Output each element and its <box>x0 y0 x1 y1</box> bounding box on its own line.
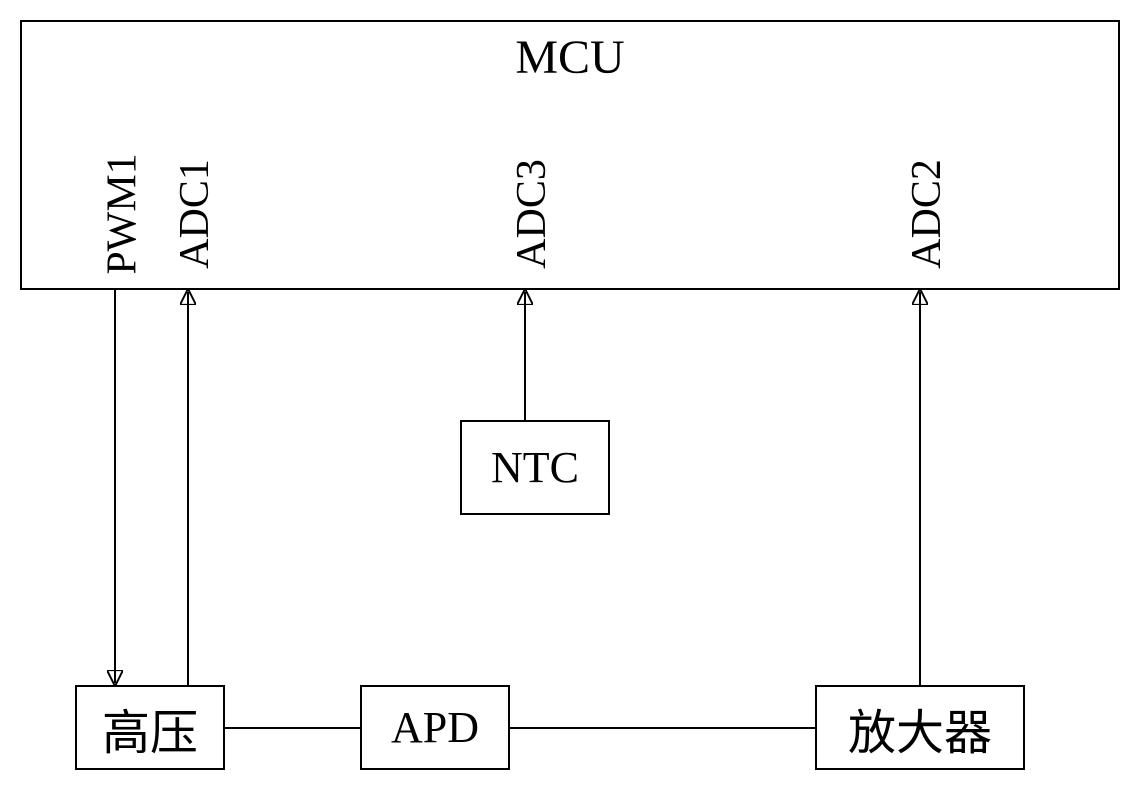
apd-label: APD <box>391 702 479 753</box>
adc2-port-label: ADC2 <box>903 159 951 269</box>
mcu-label: MCU <box>515 30 624 85</box>
block-diagram: MCU PWM1 ADC1 ADC3 ADC2 NTC 高压 APD 放大器 <box>20 20 1120 772</box>
adc3-port-label: ADC3 <box>508 159 556 269</box>
amp-label: 放大器 <box>848 693 992 763</box>
pwm1-port-label: PWM1 <box>99 153 147 274</box>
adc1-port-label: ADC1 <box>171 159 219 269</box>
apd-block: APD <box>360 685 510 770</box>
hv-block: 高压 <box>75 685 225 770</box>
ntc-label: NTC <box>491 442 579 493</box>
ntc-block: NTC <box>460 420 610 515</box>
hv-label: 高压 <box>102 693 198 763</box>
amp-block: 放大器 <box>815 685 1025 770</box>
